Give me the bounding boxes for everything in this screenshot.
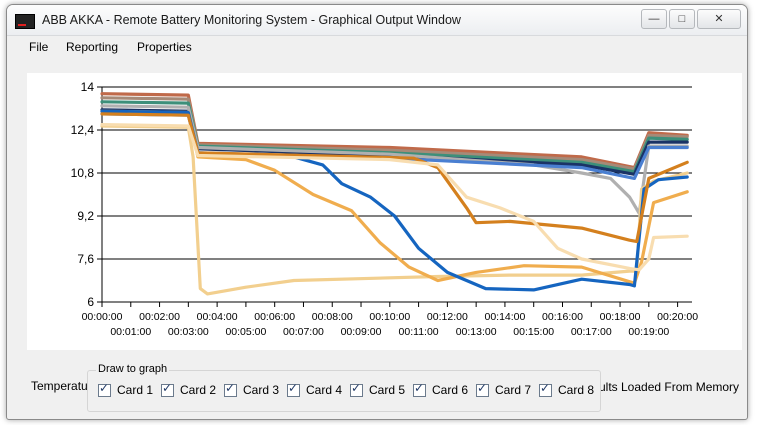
card-2-checkbox[interactable]: ✓ Card 2 (161, 380, 217, 398)
x-tick-label: 00:01:00 (110, 326, 151, 338)
check-icon: ✓ (288, 380, 299, 395)
checkbox-box[interactable]: ✓ (224, 380, 237, 397)
card-label: Card 7 (495, 383, 532, 397)
x-tick-label: 00:16:00 (542, 311, 583, 323)
x-tick-label: 00:15:00 (513, 326, 554, 338)
draw-to-graph-group: Draw to graph ✓ Card 1 ✓ Card 2 ✓ Card 3 ✓ Card… (87, 363, 601, 412)
series-line-11 (100, 123, 689, 272)
card-8-checkbox[interactable]: ✓ Card 8 (539, 380, 595, 398)
card-3-checkbox[interactable]: ✓ Card 3 (224, 380, 280, 398)
close-button[interactable]: ✕ (697, 9, 741, 29)
app-icon (15, 14, 35, 29)
checkbox-box[interactable]: ✓ (161, 380, 174, 397)
x-tick-label: 00:07:00 (283, 326, 324, 338)
checkbox-box[interactable]: ✓ (98, 380, 111, 397)
main-window: ABB AKKA - Remote Battery Monitoring Sys… (6, 4, 748, 420)
check-icon: ✓ (225, 380, 236, 395)
x-tick-label: 00:06:00 (254, 311, 295, 323)
check-icon: ✓ (477, 380, 488, 395)
maximize-button[interactable]: □ (669, 9, 695, 29)
window-title: ABB AKKA - Remote Battery Monitoring Sys… (42, 13, 461, 27)
checkbox-box[interactable]: ✓ (287, 380, 300, 397)
x-tick-label: 00:03:00 (168, 326, 209, 338)
minimize-icon: — (648, 13, 660, 25)
card-6-checkbox[interactable]: ✓ Card 6 (413, 380, 469, 398)
menu-properties[interactable]: Properties (137, 40, 192, 54)
y-tick-label: 10,8 (71, 166, 95, 180)
temperature-label: Temperatu (31, 379, 88, 393)
checkbox-box[interactable]: ✓ (476, 380, 489, 397)
maximize-icon: □ (678, 13, 686, 25)
title-bar[interactable]: ABB AKKA - Remote Battery Monitoring Sys… (7, 5, 747, 36)
card-5-checkbox[interactable]: ✓ Card 5 (350, 380, 406, 398)
voltage-chart: 14 12,4 10,8 9,2 7,6 6 00:00:00 00:02:00 00:04:0… (71, 80, 699, 338)
y-tick-label: 12,4 (71, 123, 95, 137)
group-title: Draw to graph (96, 363, 170, 375)
x-tick-label: 00:00:00 (82, 311, 123, 323)
card-label: Card 1 (117, 383, 154, 397)
y-tick-label: 6 (87, 295, 94, 309)
card-7-checkbox[interactable]: ✓ Card 7 (476, 380, 532, 398)
x-tick-label: 00:13:00 (456, 326, 497, 338)
x-tick-label: 00:04:00 (197, 311, 238, 323)
menu-bar: File Reporting Properties (7, 36, 747, 60)
card-1-checkbox[interactable]: ✓ Card 1 (98, 380, 154, 398)
x-tick-label: 00:19:00 (628, 326, 669, 338)
card-label: Card 5 (369, 383, 406, 397)
check-icon: ✓ (414, 380, 425, 395)
y-tick-label: 9,2 (77, 209, 94, 223)
x-tick-label: 00:10:00 (369, 311, 410, 323)
checkbox-box[interactable]: ✓ (350, 380, 363, 397)
card-label: Card 6 (432, 383, 469, 397)
x-tick-label: 00:20:00 (657, 311, 698, 323)
card-label: Card 8 (558, 383, 595, 397)
x-tick-label: 00:12:00 (427, 311, 468, 323)
x-tick-label: 00:17:00 (571, 326, 612, 338)
card-label: Card 4 (306, 383, 343, 397)
minimize-button[interactable]: — (641, 9, 667, 29)
x-tick-label: 00:08:00 (312, 311, 353, 323)
x-tick-label: 00:11:00 (399, 326, 439, 338)
bottom-panel: Temperatu ults Loaded From Memory Draw t… (7, 355, 747, 415)
x-tick-label: 00:14:00 (484, 311, 525, 323)
card-label: Card 2 (180, 383, 217, 397)
card-label: Card 3 (243, 383, 280, 397)
check-icon: ✓ (351, 380, 362, 395)
results-status-label: ults Loaded From Memory (599, 380, 740, 394)
x-tick-label: 00:18:00 (600, 311, 641, 323)
menu-reporting[interactable]: Reporting (66, 40, 119, 54)
close-icon: ✕ (714, 13, 724, 25)
check-icon: ✓ (162, 380, 173, 395)
check-icon: ✓ (99, 380, 110, 395)
check-icon: ✓ (540, 380, 551, 395)
y-tick-label: 7,6 (77, 252, 94, 266)
y-tick-label: 14 (81, 80, 95, 94)
x-tick-label: 00:05:00 (225, 326, 266, 338)
card-4-checkbox[interactable]: ✓ Card 4 (287, 380, 343, 398)
x-tick-label: 00:09:00 (341, 326, 382, 338)
x-tick-label: 00:02:00 (139, 311, 180, 323)
menu-file[interactable]: File (29, 40, 49, 54)
checkbox-box[interactable]: ✓ (413, 380, 426, 397)
chart-panel: 14 12,4 10,8 9,2 7,6 6 00:00:00 00:02:00 00:04:0… (27, 73, 742, 350)
checkbox-box[interactable]: ✓ (539, 380, 552, 397)
